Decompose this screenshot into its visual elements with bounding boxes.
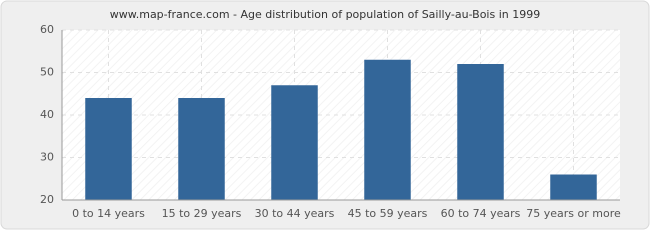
bar <box>85 98 132 200</box>
x-tick-label: 30 to 44 years <box>255 207 335 220</box>
x-tick-label: 60 to 74 years <box>441 207 521 220</box>
bar <box>457 64 504 200</box>
bar <box>271 85 318 200</box>
bar <box>364 59 411 200</box>
bar <box>550 174 597 200</box>
y-tick-label: 30 <box>40 151 54 164</box>
y-tick-label: 20 <box>40 193 54 206</box>
bars <box>85 59 597 200</box>
x-tick-label: 0 to 14 years <box>72 207 145 220</box>
x-tick-label: 45 to 59 years <box>348 207 428 220</box>
chart-title: www.map-france.com - Age distribution of… <box>110 8 541 21</box>
y-tick-label: 40 <box>40 108 54 121</box>
chart: www.map-france.com - Age distribution of… <box>0 0 650 230</box>
y-tick-label: 50 <box>40 66 54 79</box>
x-tick-label: 15 to 29 years <box>162 207 242 220</box>
y-tick-label: 60 <box>40 23 54 36</box>
bar <box>178 98 225 200</box>
x-tick-label: 75 years or more <box>526 207 621 220</box>
